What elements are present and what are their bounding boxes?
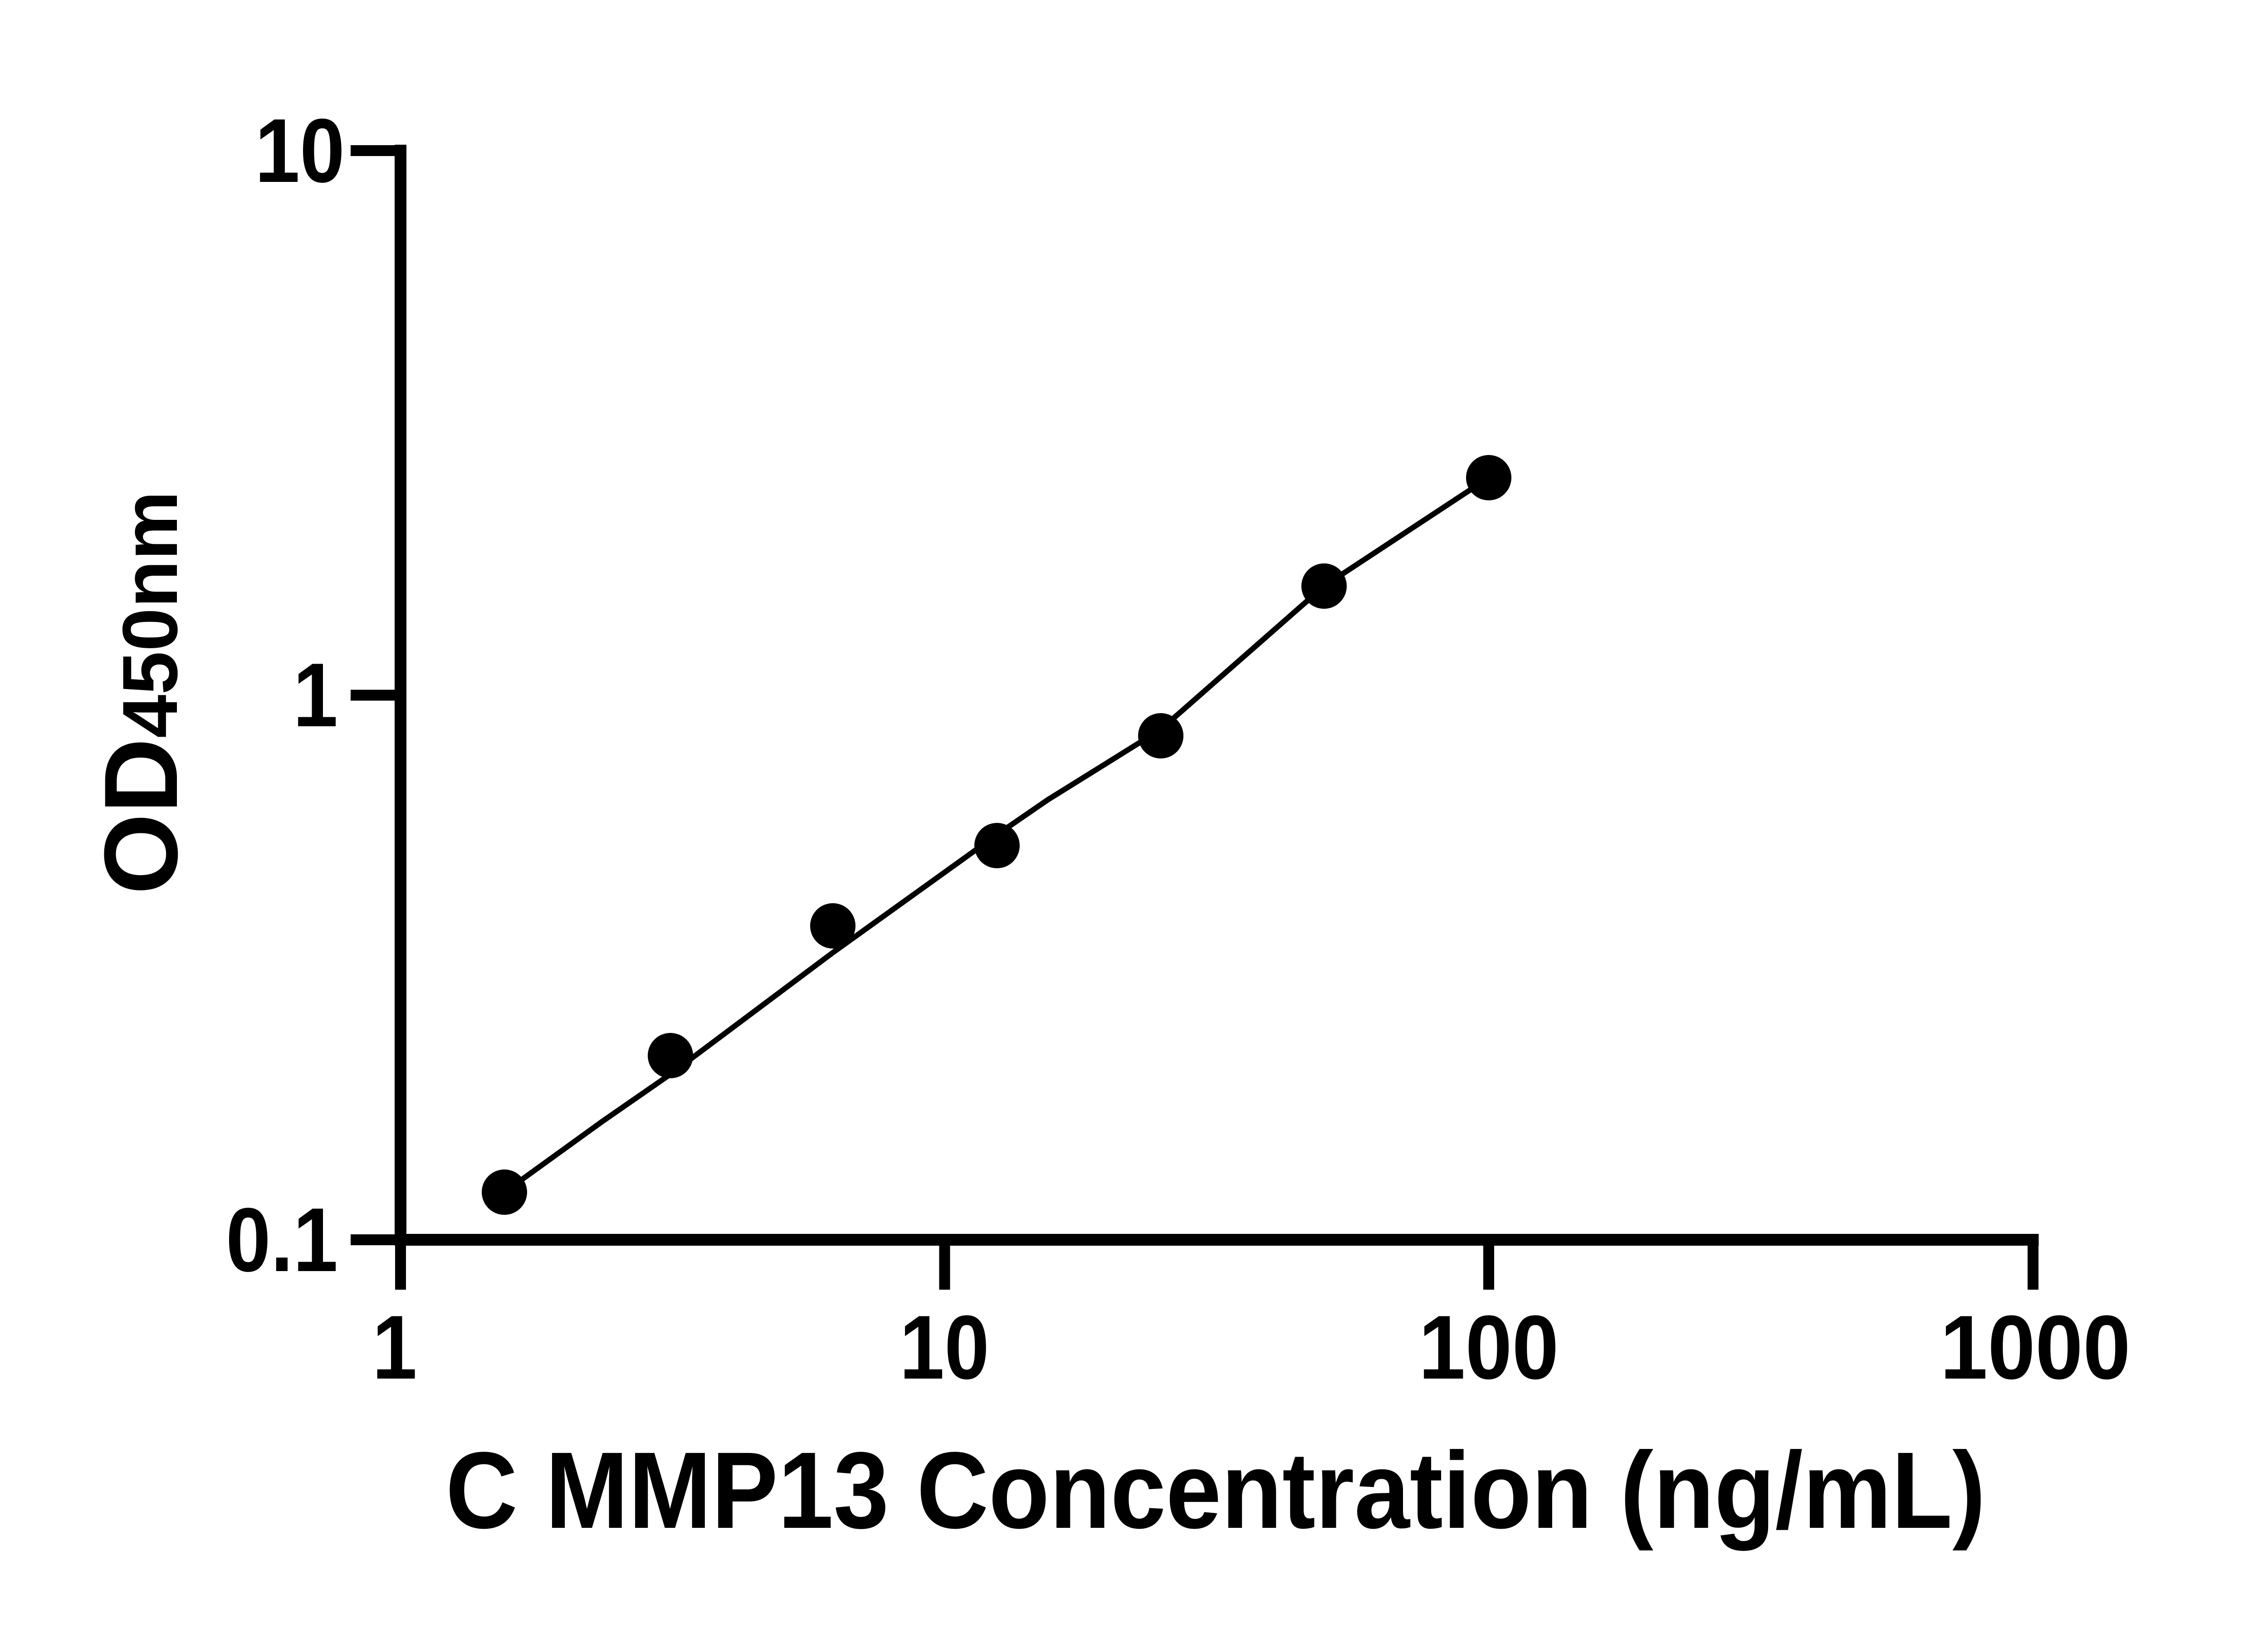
- svg-text:1000: 1000: [1940, 1297, 2131, 1398]
- svg-text:10: 10: [255, 100, 345, 201]
- svg-text:C MMP13 Concentration (ng/mL): C MMP13 Concentration (ng/mL): [446, 1429, 1986, 1551]
- svg-text:10: 10: [899, 1297, 989, 1398]
- svg-text:0.1: 0.1: [226, 1189, 338, 1291]
- svg-text:1: 1: [293, 645, 338, 746]
- svg-text:1: 1: [372, 1297, 417, 1398]
- svg-text:OD450nm: OD450nm: [83, 491, 199, 895]
- svg-text:100: 100: [1419, 1297, 1559, 1398]
